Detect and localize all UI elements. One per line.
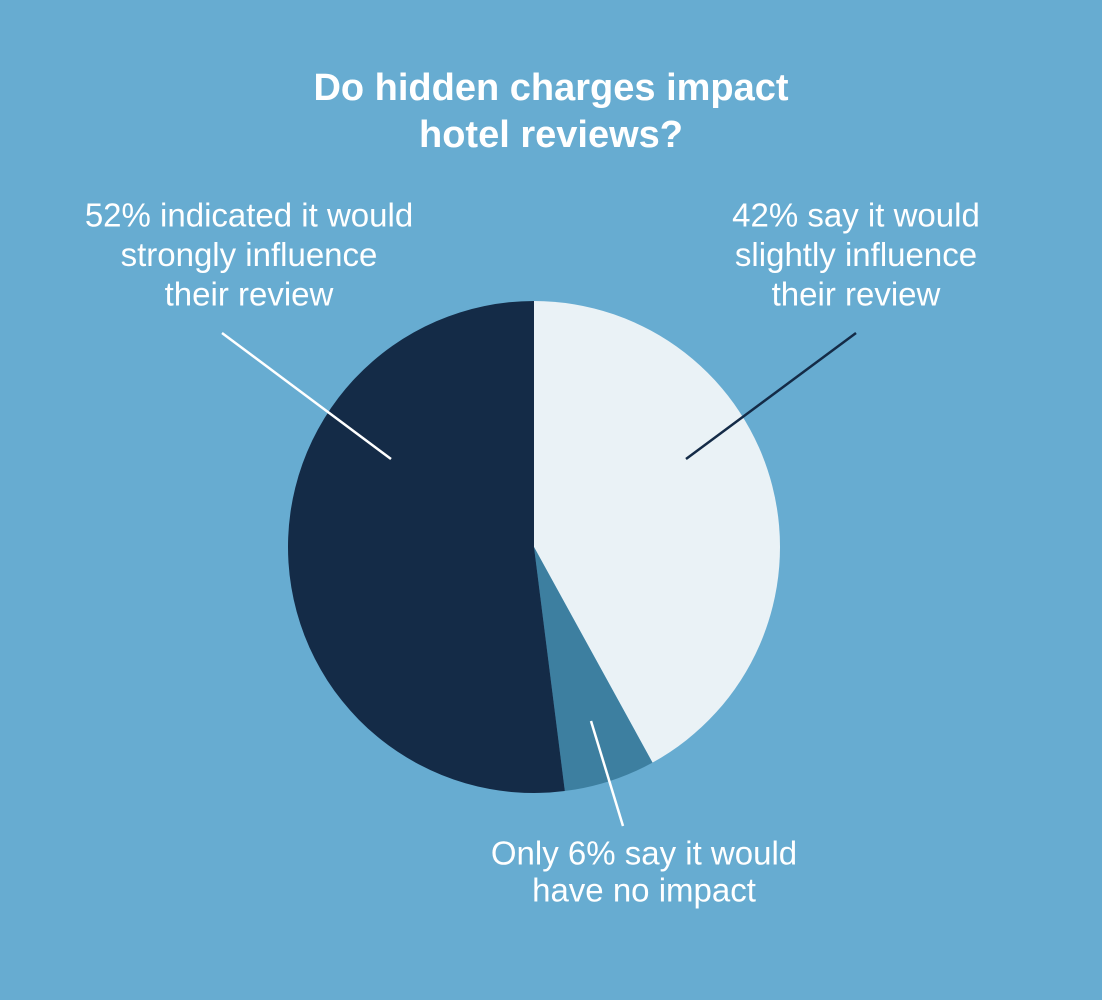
chart-title: Do hidden charges impact <box>313 67 788 109</box>
pie-slice <box>534 301 781 763</box>
leader-line <box>685 331 857 461</box>
pie-slice <box>288 301 565 794</box>
annotation: their review <box>165 276 334 313</box>
annotation: 52% indicated it would <box>85 197 413 234</box>
leader-line <box>589 720 625 827</box>
annotation: slightly influence <box>735 236 977 273</box>
pie <box>288 301 781 794</box>
annotation: 42% say it would <box>732 197 980 234</box>
annotation: their review <box>772 276 941 313</box>
pie-slice <box>534 547 653 792</box>
annotation: Only 6% say it would <box>491 835 797 872</box>
chart-title: hotel reviews? <box>419 114 683 156</box>
leader-line <box>221 331 392 461</box>
annotation: have no impact <box>532 872 756 909</box>
annotation: strongly influence <box>121 236 378 273</box>
